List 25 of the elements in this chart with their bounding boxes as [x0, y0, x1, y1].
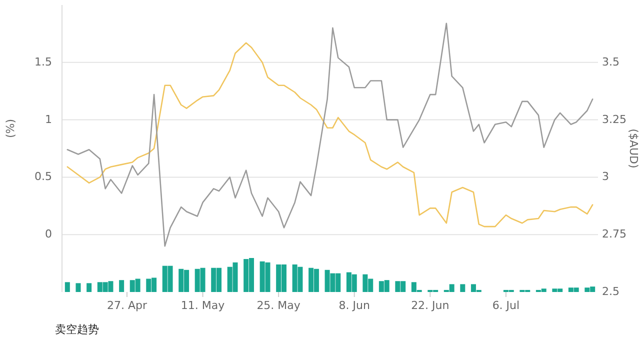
bar: [76, 283, 81, 292]
x-tick-label: 25. May: [256, 299, 301, 312]
line-series: [66, 42, 594, 228]
x-tick-label: 27. Apr: [106, 299, 148, 312]
x-tick-label: 11. May: [180, 299, 226, 312]
x-tick-label: 8. Jun: [338, 299, 370, 312]
y-tick-label: 1: [45, 112, 52, 126]
text: 卖空趋势: [55, 323, 99, 336]
y2-tick-label: 3.25: [602, 112, 626, 126]
bar: [86, 283, 92, 292]
y-tick-label: 0: [45, 228, 52, 241]
x-tick-label: 6. Jul: [492, 299, 520, 312]
bar: [119, 280, 124, 292]
y2-tick-label: 2.5: [602, 285, 620, 298]
y2-tick-label: 3: [602, 170, 609, 184]
y-axis-title: (%): [4, 118, 17, 138]
bar: [64, 282, 70, 292]
bar: [460, 284, 466, 292]
y2-tick-label: 2.75: [602, 228, 626, 241]
line-series: [66, 22, 594, 247]
x-tick-label: 22. Jun: [411, 299, 450, 312]
y2-tick-label: 3.5: [602, 55, 620, 68]
y-tick-label: 1.5: [34, 55, 52, 68]
y-tick-label: 0.5: [34, 170, 52, 184]
y2-axis-title: ($AUD): [627, 128, 640, 168]
